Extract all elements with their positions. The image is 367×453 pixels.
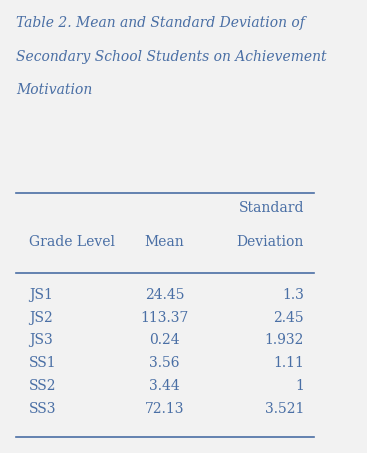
Text: 1.11: 1.11 bbox=[273, 356, 304, 370]
Text: Standard: Standard bbox=[239, 201, 304, 215]
Text: 0.24: 0.24 bbox=[149, 333, 180, 347]
Text: SS2: SS2 bbox=[29, 379, 56, 393]
Text: 3.44: 3.44 bbox=[149, 379, 180, 393]
Text: 2.45: 2.45 bbox=[273, 311, 304, 324]
Text: Grade Level: Grade Level bbox=[29, 236, 115, 250]
Text: 3.56: 3.56 bbox=[149, 356, 180, 370]
Text: Mean: Mean bbox=[145, 236, 185, 250]
Text: 1.932: 1.932 bbox=[265, 333, 304, 347]
Text: 3.521: 3.521 bbox=[265, 401, 304, 415]
Text: 1.3: 1.3 bbox=[282, 288, 304, 302]
Text: 72.13: 72.13 bbox=[145, 401, 185, 415]
Text: JS1: JS1 bbox=[29, 288, 52, 302]
Text: SS3: SS3 bbox=[29, 401, 56, 415]
Text: SS1: SS1 bbox=[29, 356, 56, 370]
Text: 1: 1 bbox=[295, 379, 304, 393]
Text: Motivation: Motivation bbox=[16, 83, 92, 97]
Text: JS3: JS3 bbox=[29, 333, 52, 347]
Text: 113.37: 113.37 bbox=[141, 311, 189, 324]
Text: JS2: JS2 bbox=[29, 311, 52, 324]
Text: 24.45: 24.45 bbox=[145, 288, 185, 302]
Text: Secondary School Students on Achievement: Secondary School Students on Achievement bbox=[16, 50, 326, 64]
Text: Deviation: Deviation bbox=[237, 236, 304, 250]
Text: Table 2. Mean and Standard Deviation of: Table 2. Mean and Standard Deviation of bbox=[16, 16, 305, 30]
